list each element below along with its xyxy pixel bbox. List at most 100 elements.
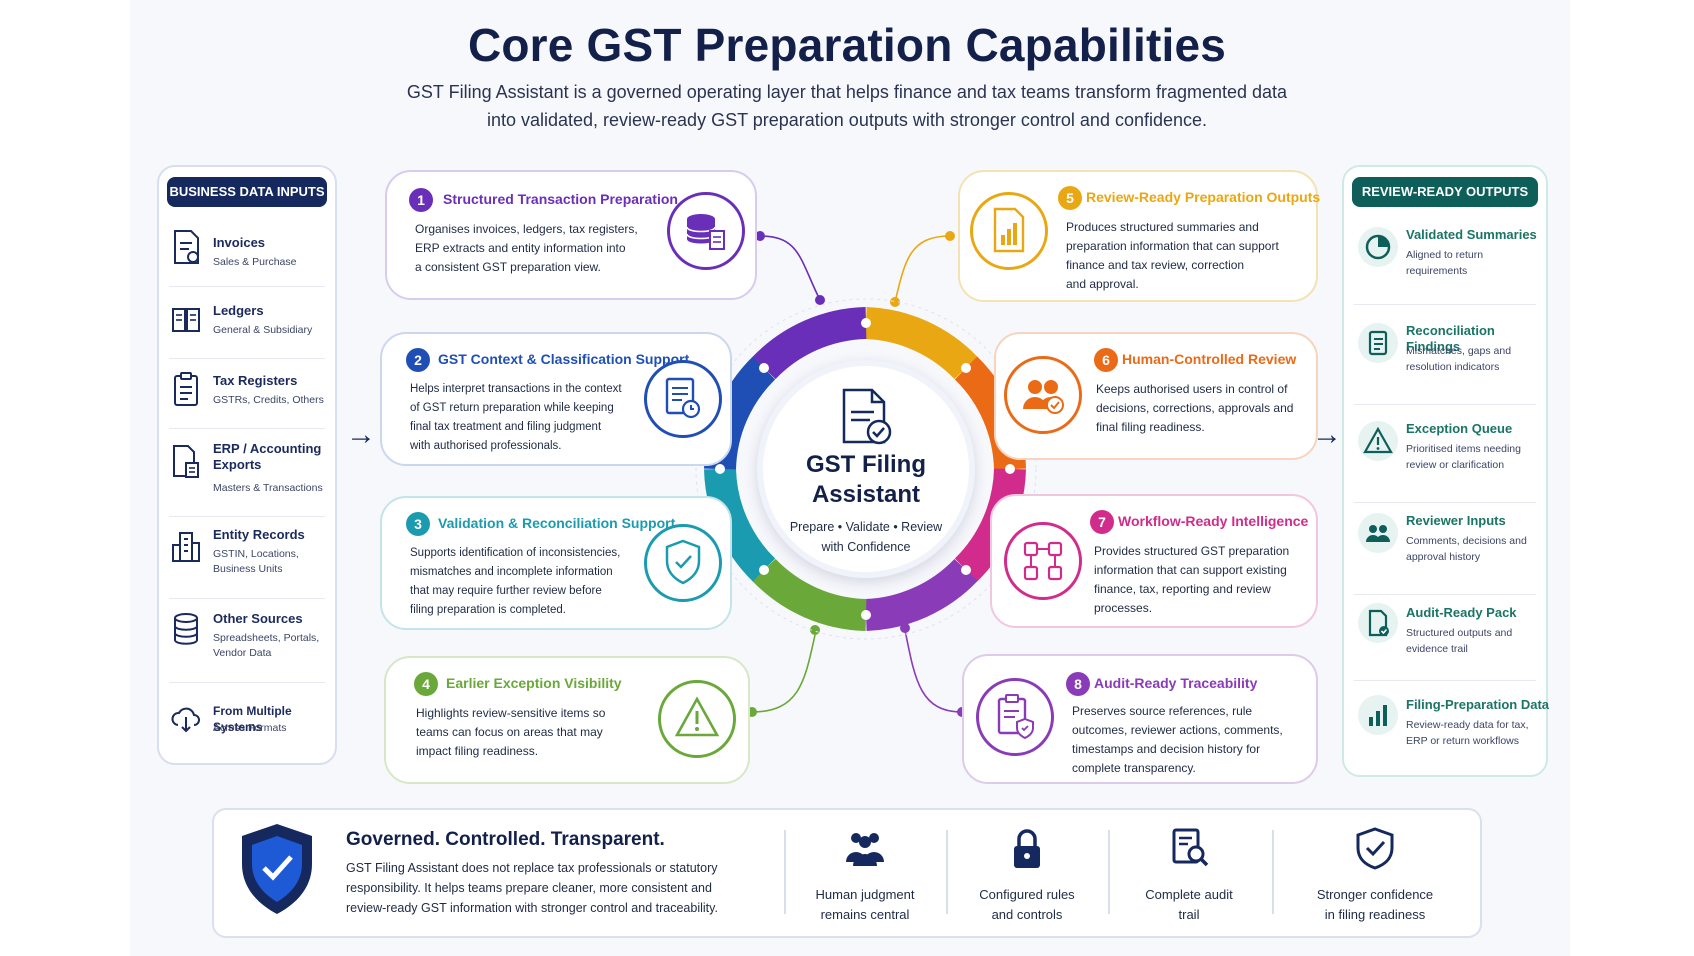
review-ready-outputs-panel: REVIEW-READY OUTPUTS Validated Summaries…	[1342, 165, 1549, 777]
banner-divider	[1272, 830, 1274, 914]
output-title: Exception Queue	[1406, 421, 1513, 436]
banner-body-line: responsibility. It helps teams prepare c…	[346, 881, 712, 895]
output-item-reconciliation-findings: Reconciliation Findings Mismatches, gaps…	[1354, 321, 1536, 405]
output-item-reviewer-inputs: Reviewer Inputs Comments, decisions and …	[1354, 511, 1536, 595]
capability-number: 1	[409, 188, 433, 212]
banner-divider	[784, 830, 786, 914]
center-title-line-2: Assistant	[811, 481, 921, 508]
input-title: Invoices	[213, 235, 266, 250]
outputs-heading: REVIEW-READY OUTPUTS	[1352, 177, 1538, 207]
arrow-right-icon: →	[346, 418, 376, 451]
output-subtitle: Review-ready data for tax, ERP or return…	[1406, 719, 1529, 747]
bar-chart-icon	[1358, 695, 1398, 735]
body-line: Helps interpret transactions in the cont…	[410, 383, 622, 395]
capability-title: Audit-Ready Traceability	[1094, 675, 1258, 691]
checklist-icon	[1358, 323, 1398, 363]
pie-chart-icon	[1358, 227, 1398, 267]
capability-title: Earlier Exception Visibility	[446, 675, 622, 691]
body-line: finance, tax, reporting and review	[1094, 582, 1271, 596]
input-subtitle: GSTIN, Locations, Business Units	[213, 548, 299, 575]
capability-number: 7	[1090, 510, 1114, 534]
input-subtitle: General & Subsidiary	[213, 324, 313, 336]
banner-title: Governed. Controlled. Transparent.	[346, 829, 665, 850]
cloud-download-icon	[171, 707, 200, 733]
capability-card-4: 4 Earlier Exception Visibility Highlight…	[384, 656, 750, 784]
ring-nodes	[715, 318, 1015, 620]
ledger-book-icon	[172, 308, 200, 332]
output-subtitle: Aligned to return requirements	[1406, 249, 1484, 277]
capability-body: Preserves source references, rule outcom…	[1072, 702, 1312, 778]
input-item-erp-exports: ERP / Accounting Exports Masters & Trans…	[169, 439, 325, 517]
page-subtitle: GST Filing Assistant is a governed opera…	[340, 78, 1354, 134]
connector-8	[904, 629, 963, 713]
building-icon	[172, 532, 200, 562]
ring-segment-8	[864, 558, 978, 631]
capability-card-1: 1 Structured Transaction Preparation Org…	[385, 170, 757, 300]
capability-number: 8	[1066, 672, 1090, 696]
users-check-icon	[1004, 356, 1082, 434]
output-title: Audit-Ready Pack	[1406, 605, 1517, 620]
export-file-icon	[173, 445, 199, 478]
lock-icon	[1014, 829, 1040, 868]
page-title: Core GST Preparation Capabilities	[467, 19, 1227, 71]
users-icon	[1358, 513, 1398, 553]
input-title: ERP / Accounting Exports	[213, 441, 322, 472]
capability-title: Human-Controlled Review	[1122, 351, 1297, 367]
body-line: information that can support existing	[1094, 563, 1287, 577]
output-title: Validated Summaries	[1406, 227, 1537, 242]
body-line: Preserves source references, rule	[1072, 704, 1253, 718]
body-line: Supports identification of inconsistenci…	[410, 547, 621, 559]
input-title: Other Sources	[213, 611, 303, 626]
body-line: teams can focus on areas that may	[416, 725, 603, 739]
body-line: that may require further review before	[410, 585, 602, 597]
input-subtitle: Masters & Transactions	[213, 482, 323, 494]
body-line: outcomes, reviewer actions, comments,	[1072, 723, 1283, 737]
output-subtitle: Prioritised items needing review or clar…	[1406, 443, 1521, 471]
capability-body: Helps interpret transactions in the cont…	[410, 380, 650, 456]
feature-label: Human judgment	[815, 887, 915, 902]
body-line: ERP extracts and entity information into	[415, 241, 626, 255]
capability-number: 6	[1094, 348, 1118, 372]
input-subtitle: Sales & Purchase	[213, 256, 297, 268]
ring-segment-4	[752, 558, 867, 631]
ring-segment-1	[752, 307, 867, 380]
feature-human-judgment: Human judgment remains central	[790, 826, 940, 925]
center-hub	[757, 360, 975, 578]
input-title: Ledgers	[213, 303, 264, 318]
connector-1	[759, 235, 821, 301]
feature-label: Complete audit	[1145, 887, 1233, 902]
body-line: preparation information that can support	[1066, 239, 1279, 253]
feature-label: Configured rules	[979, 887, 1075, 902]
body-line: mismatches and incomplete information	[410, 566, 613, 578]
banner-body-line: GST Filing Assistant does not replace ta…	[346, 861, 718, 875]
capability-card-2: 2 GST Context & Classification Support H…	[380, 332, 732, 466]
body-line: of GST return preparation while keeping	[410, 402, 614, 414]
ring-outline	[695, 298, 1037, 640]
body-line: and approval.	[1066, 277, 1139, 291]
subtitle-line-2: into validated, review-ready GST prepara…	[486, 110, 1208, 130]
body-line: timestamps and decision history for	[1072, 742, 1261, 756]
output-title: Reconciliation Findings	[1406, 323, 1495, 354]
body-line: a consistent GST preparation view.	[415, 260, 601, 274]
capability-card-8: 8 Audit-Ready Traceability Preserves sou…	[962, 654, 1318, 784]
shield-check-icon	[1356, 827, 1394, 870]
ring-segment-5	[864, 307, 978, 380]
capability-title: Review-Ready Preparation Outputs	[1086, 189, 1321, 205]
capability-body: Produces structured summaries and prepar…	[1066, 218, 1311, 294]
clipboard-icon	[174, 372, 198, 406]
output-subtitle: Mismatches, gaps and resolution indicato…	[1406, 345, 1512, 373]
database-file-icon	[667, 192, 745, 270]
input-title: Entity Records	[213, 527, 305, 542]
database-icon	[174, 613, 198, 645]
body-line: processes.	[1094, 601, 1153, 615]
body-line: filing preparation is completed.	[410, 604, 566, 616]
ring-segment-3	[704, 468, 776, 582]
body-line: finance and tax review, correction	[1066, 258, 1245, 272]
output-item-exception-queue: Exception Queue Prioritised items needin…	[1354, 419, 1536, 503]
document-clock-icon	[644, 360, 722, 438]
input-title: Tax Registers	[213, 373, 298, 388]
audit-search-icon	[1172, 828, 1209, 867]
report-chart-icon	[970, 192, 1048, 270]
output-item-audit-ready-pack: Audit-Ready Pack Structured outputs and …	[1354, 601, 1536, 681]
output-subtitle: Structured outputs and evidence trail	[1406, 627, 1513, 655]
